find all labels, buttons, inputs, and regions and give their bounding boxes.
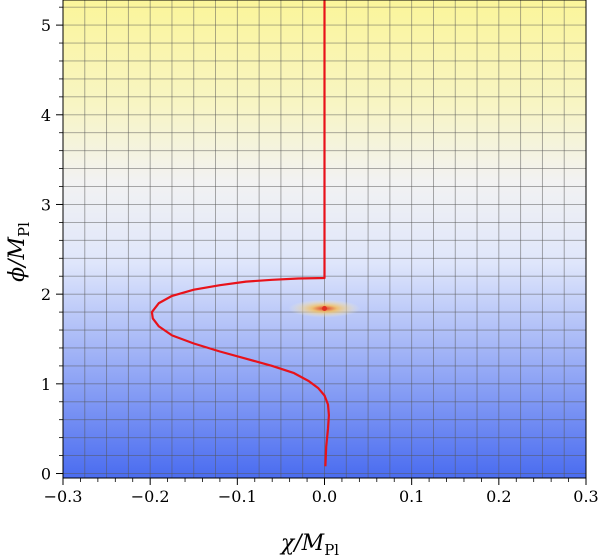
y-tick-label-3: 3 [41, 195, 51, 214]
x-tick-label-6: 0.3 [573, 487, 598, 506]
x-axis-label: χ/MPl [279, 531, 339, 558]
x-tick-label-3: 0.0 [312, 487, 337, 506]
axis-ticks [56, 6, 587, 485]
y-tick-label-0: 0 [41, 465, 51, 484]
y-tick-label-2: 2 [41, 285, 51, 304]
x-tick-label-2: −0.1 [218, 487, 257, 506]
y-tick-label-4: 4 [41, 106, 51, 125]
x-tick-label-1: −0.2 [131, 487, 170, 506]
y-tick-label-5: 5 [41, 16, 51, 35]
x-tick-label-5: 0.2 [486, 487, 511, 506]
grid-lines [62, 0, 587, 478]
axis-tick-labels: −0.3 −0.2 −0.1 0.0 0.1 0.2 0.3 0 1 2 3 4 5 [41, 16, 599, 506]
y-tick-label-1: 1 [41, 375, 51, 394]
x-tick-label-4: 0.1 [399, 487, 424, 506]
y-axis-label: ϕ/MPl [5, 222, 33, 282]
trajectory-line [150, 0, 330, 467]
density-hotspot-core [322, 306, 327, 312]
x-tick-label-0: −0.3 [44, 487, 83, 506]
